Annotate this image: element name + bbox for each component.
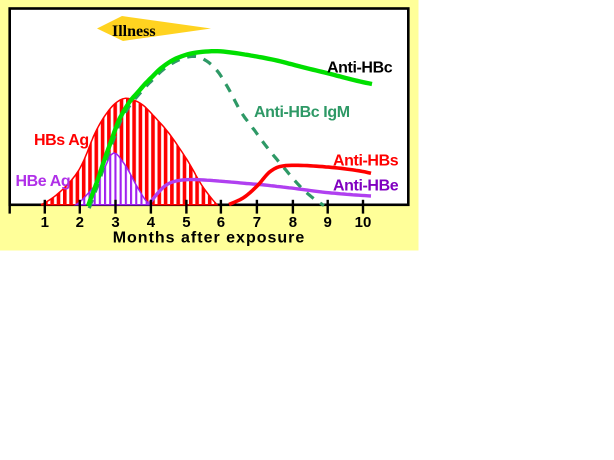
svg-text:10: 10: [355, 214, 372, 231]
svg-text:Anti-HBc IgM: Anti-HBc IgM: [254, 104, 350, 121]
svg-text:9: 9: [324, 214, 332, 231]
svg-text:3: 3: [111, 214, 119, 231]
svg-text:7: 7: [253, 214, 261, 231]
svg-text:Anti-HBe: Anti-HBe: [333, 178, 399, 195]
svg-text:2: 2: [76, 214, 84, 231]
svg-text:6: 6: [217, 214, 225, 231]
svg-text:HBe Ag: HBe Ag: [16, 173, 71, 190]
svg-text:4: 4: [147, 214, 156, 231]
svg-text:Anti-HBs: Anti-HBs: [333, 152, 399, 169]
svg-text:Months after exposure: Months after exposure: [113, 230, 306, 247]
svg-text:HBs Ag: HBs Ag: [34, 132, 89, 149]
svg-text:8: 8: [289, 214, 297, 231]
svg-text:1: 1: [41, 214, 49, 231]
svg-text:5: 5: [182, 214, 190, 231]
svg-text:Illness: Illness: [112, 23, 156, 40]
svg-text:Anti-HBc: Anti-HBc: [327, 60, 393, 77]
